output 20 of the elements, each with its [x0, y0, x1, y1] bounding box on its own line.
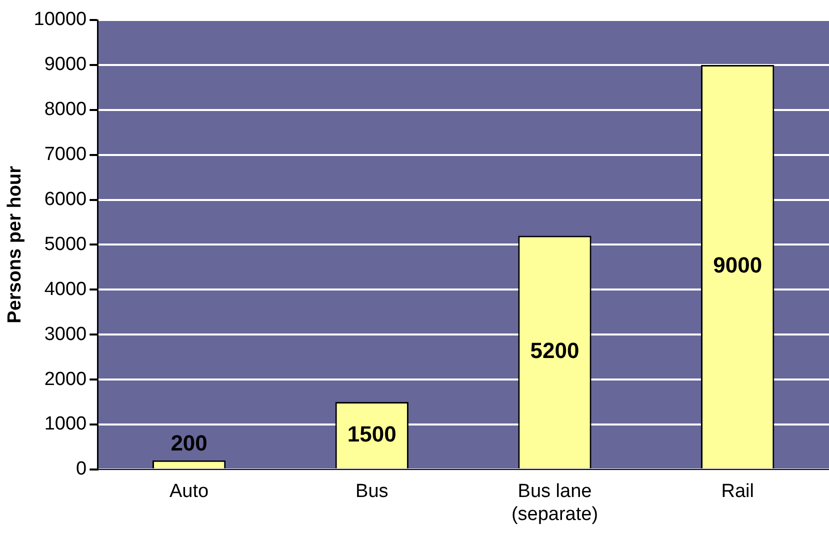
y-axis-title: Persons per hour: [4, 165, 26, 324]
data-label: 5200: [530, 338, 580, 364]
x-tick-label: Auto: [170, 481, 209, 502]
x-tick-label: Rail: [721, 481, 754, 502]
y-tick-label: 2000: [44, 368, 87, 390]
y-tick-label: 3000: [44, 324, 87, 345]
x-tick-label: Bus: [356, 481, 388, 502]
data-label: 1500: [347, 421, 396, 446]
y-tick-label: 1000: [44, 414, 87, 435]
data-label: 200: [170, 430, 208, 456]
x-tick-label: Bus lane (separate): [511, 481, 598, 525]
y-tick-label: 0: [76, 458, 87, 480]
y-tick-label: 10000: [34, 9, 87, 30]
y-tick-label: 8000: [44, 99, 87, 120]
y-tick-label: 5000: [44, 234, 87, 255]
y-tick-label: 4000: [44, 278, 87, 300]
y-tick-label: 6000: [44, 188, 87, 210]
y-tick-label: 9000: [44, 54, 87, 76]
y-tick-label: 7000: [44, 144, 87, 166]
data-label: 9000: [713, 252, 762, 278]
